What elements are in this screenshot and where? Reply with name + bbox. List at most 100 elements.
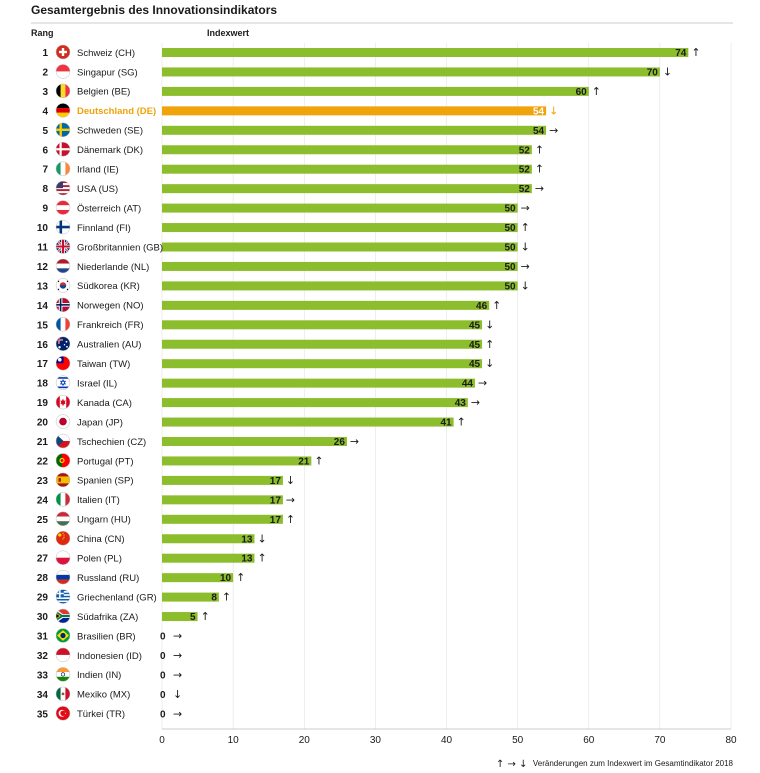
chart-row: 5 Schweden (SE) 54 → xyxy=(42,122,558,138)
x-tick-label: 0 xyxy=(159,735,165,746)
bar xyxy=(162,495,283,505)
data-label: 0 xyxy=(160,632,166,643)
rank-label: 1 xyxy=(42,48,48,59)
rank-label: 5 xyxy=(42,126,48,137)
bar xyxy=(162,573,234,583)
country-label: USA (US) xyxy=(77,184,118,195)
rank-label: 12 xyxy=(37,262,49,273)
flag-at-icon xyxy=(55,200,71,215)
rank-label: 14 xyxy=(37,301,49,312)
trend-arrow-icon: ↑ xyxy=(286,513,295,526)
data-label: 26 xyxy=(334,437,346,448)
chart-row: 23 Spanien (SP) 17 ↓ xyxy=(37,472,295,488)
flag-es-icon xyxy=(55,472,71,488)
flag-br-icon xyxy=(55,628,71,643)
rank-label: 24 xyxy=(37,495,49,506)
trend-arrow-icon: ↑ xyxy=(314,454,323,467)
chart-row: 17 Taiwan (TW) 45 ↓ xyxy=(37,355,494,371)
data-label: 45 xyxy=(469,340,481,351)
data-label: 17 xyxy=(270,476,282,487)
rank-header: Rang xyxy=(31,28,54,38)
rank-label: 31 xyxy=(37,632,49,643)
trend-arrow-icon: → xyxy=(521,202,530,215)
bar xyxy=(162,106,547,116)
trend-arrow-icon: ↑ xyxy=(691,46,700,59)
chart-row: 2 Singapur (SG) 70 ↓ xyxy=(42,64,672,79)
flag-mx-icon xyxy=(55,686,71,702)
trend-arrow-icon: ↓ xyxy=(663,65,672,78)
data-label: 13 xyxy=(241,554,253,565)
data-label: 17 xyxy=(270,515,282,526)
chart-row: 16 Australien (AU) 45 ↑ xyxy=(37,336,494,351)
chart-row: 32 Indonesien (ID) 0 → xyxy=(37,647,182,663)
rank-label: 20 xyxy=(37,418,49,429)
flag-tw-icon xyxy=(55,355,71,371)
rank-label: 13 xyxy=(37,281,49,292)
data-label: 10 xyxy=(220,573,232,584)
country-label: Israel (IL) xyxy=(77,378,117,389)
country-label: Japan (JP) xyxy=(77,417,123,428)
bar xyxy=(162,534,255,544)
chart-row: 7 Irland (IE) 52 ↑ xyxy=(42,161,544,176)
rank-label: 33 xyxy=(37,670,49,681)
data-label: 0 xyxy=(160,670,166,681)
trend-arrow-icon: → xyxy=(471,396,480,409)
data-label: 74 xyxy=(675,48,687,59)
chart-row: 22 Portugal (PT) 21 ↑ xyxy=(37,453,324,468)
rank-label: 22 xyxy=(37,456,49,467)
trend-arrow-icon: ↓ xyxy=(257,532,266,545)
flag-kr-icon xyxy=(55,278,71,293)
flag-cn-icon xyxy=(55,531,71,546)
legend-text: Veränderungen zum Indexwert im Gesamtind… xyxy=(533,759,734,768)
flag-pt-icon xyxy=(55,453,71,468)
trend-legend: ↑ → ↓ Veränderungen zum Indexwert im Gesa… xyxy=(496,759,734,770)
x-axis-ticks: 0 10 20 30 40 50 60 70 80 xyxy=(159,735,737,746)
data-label: 13 xyxy=(241,534,253,545)
country-label: Frankreich (FR) xyxy=(77,320,144,331)
rank-label: 29 xyxy=(37,593,49,604)
country-label: Australien (AU) xyxy=(77,340,141,351)
bar xyxy=(162,67,660,77)
trend-arrow-icon: ↑ xyxy=(485,338,494,351)
value-header: Indexwert xyxy=(207,28,249,38)
rank-label: 18 xyxy=(37,379,49,390)
chart-row: 4 Deutschland (DE) 54 ↓ xyxy=(42,103,558,118)
chart-row: 35 Türkei (TR) 0 → xyxy=(37,706,182,721)
bar xyxy=(162,281,518,291)
bar xyxy=(162,417,454,427)
bar xyxy=(162,437,347,446)
bar xyxy=(162,164,532,174)
country-label: Österreich (AT) xyxy=(77,203,141,214)
bar xyxy=(162,339,483,349)
country-label: Russland (RU) xyxy=(77,573,139,584)
chart-row: 18 Israel (IL) 44 → xyxy=(37,375,487,390)
chart-row: 31 Brasilien (BR) 0 → xyxy=(37,628,182,643)
bar xyxy=(162,592,219,602)
trend-arrow-icon: ↑ xyxy=(257,552,266,565)
trend-arrow-icon: ↑ xyxy=(592,85,601,98)
bar xyxy=(162,553,255,563)
trend-arrow-icon: → xyxy=(173,649,182,662)
trend-arrow-icon: → xyxy=(173,630,182,643)
rank-label: 7 xyxy=(42,165,48,176)
flag-dk-icon xyxy=(55,142,71,157)
country-label: Indien (IN) xyxy=(77,670,121,681)
bar xyxy=(162,378,475,388)
flag-fi-icon xyxy=(55,219,71,235)
flag-nl-icon xyxy=(55,258,71,274)
chart-row: 12 Niederlande (NL) 50 → xyxy=(37,258,530,274)
bar xyxy=(162,125,547,135)
country-label: Mexiko (MX) xyxy=(77,690,130,701)
data-label: 21 xyxy=(298,456,310,467)
trend-arrow-icon: → xyxy=(173,707,182,720)
x-tick-label: 10 xyxy=(228,735,240,746)
chart-row: 3 Belgien (BE) 60 ↑ xyxy=(42,83,601,99)
chart-row: 33 Indien (IN) 0 → xyxy=(37,667,182,682)
flag-il-icon xyxy=(55,375,71,390)
flag-sg-icon xyxy=(55,64,71,79)
trend-arrow-icon: ↑ xyxy=(222,591,231,604)
trend-arrow-icon: ↑ xyxy=(457,416,466,429)
rank-label: 10 xyxy=(37,223,49,234)
country-label: Schweden (SE) xyxy=(77,126,143,137)
rank-label: 11 xyxy=(37,243,48,254)
